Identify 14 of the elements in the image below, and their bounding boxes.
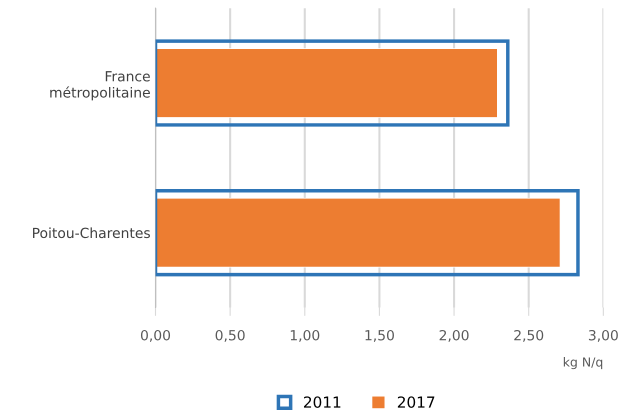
y-tick-label: France métropolitaine — [50, 71, 150, 100]
legend-label: 2011 — [304, 396, 340, 408]
bar — [156, 198, 560, 268]
x-tick-label: 2,00 — [440, 330, 469, 342]
x-tick-label: 0,50 — [216, 330, 245, 342]
x-tick-label: 1,50 — [365, 330, 394, 342]
x-tick-label: 0,00 — [140, 330, 170, 342]
x-tick-label: 3,00 — [588, 330, 618, 342]
bar — [156, 48, 498, 118]
y-tick-label: Poitou-Charentes — [33, 227, 150, 238]
x-tick-label: 1,00 — [290, 330, 320, 342]
legend-label: 2017 — [398, 396, 434, 408]
x-axis-title: kg N/q — [564, 357, 602, 370]
x-tick-label: 2,50 — [514, 330, 544, 342]
